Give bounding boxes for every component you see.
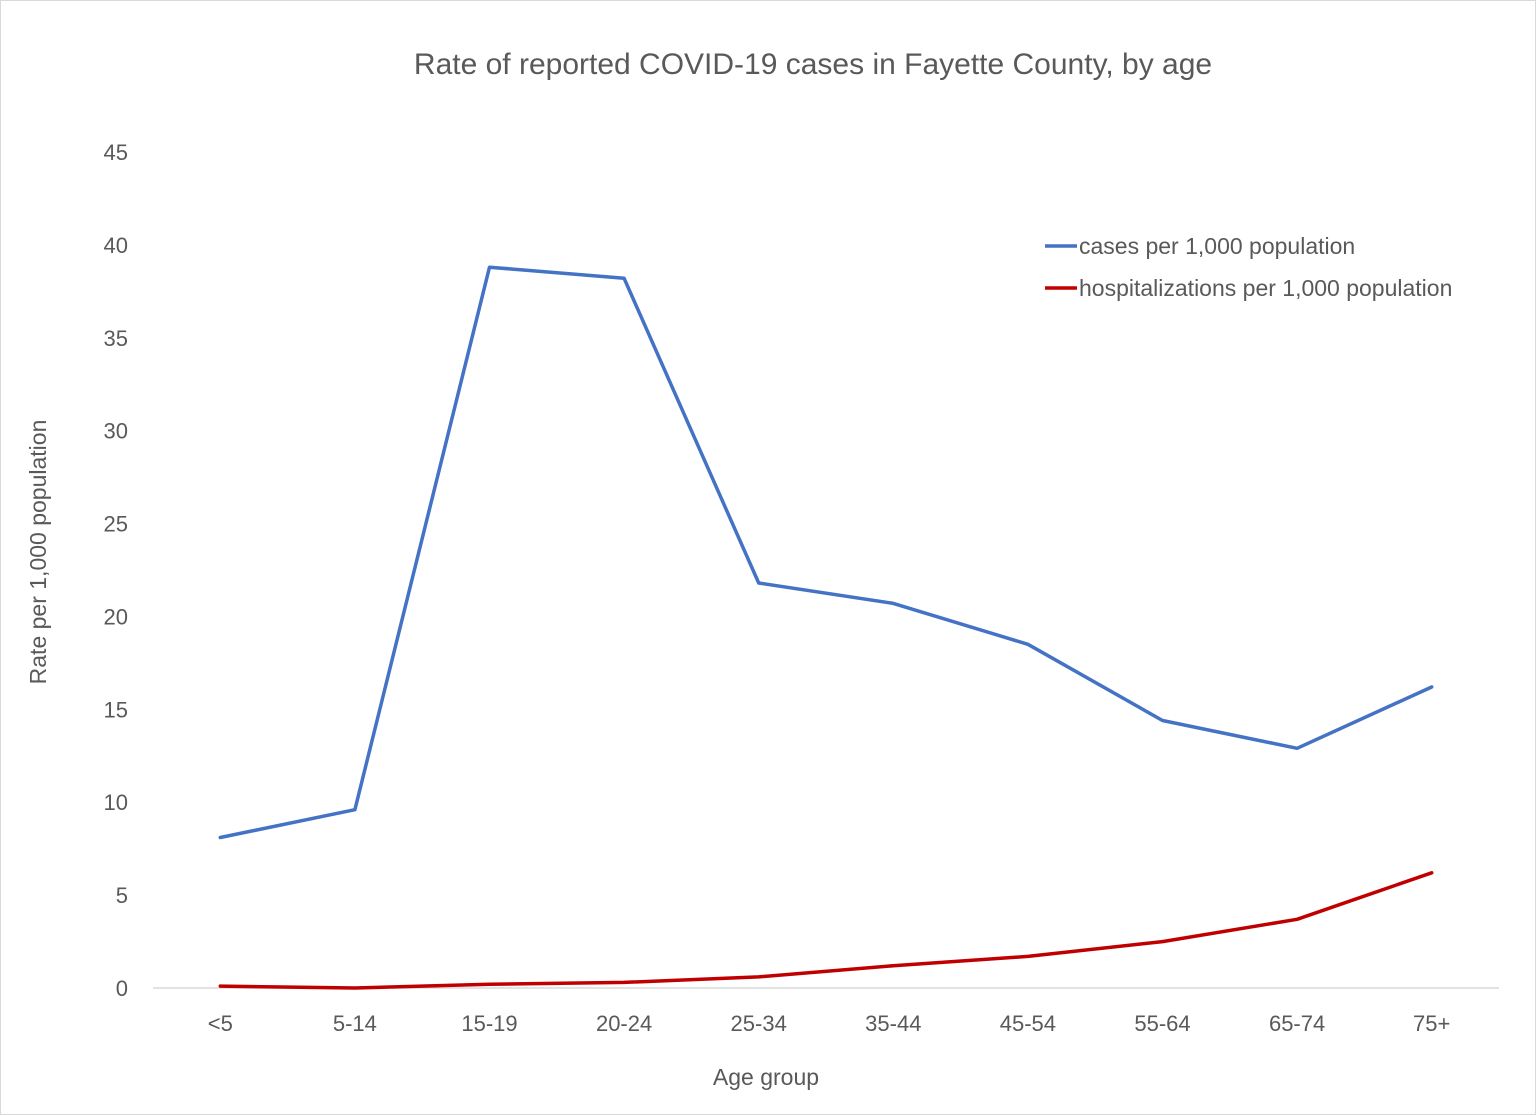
legend: cases per 1,000 population hospitalizati… bbox=[1045, 233, 1452, 301]
x-tick-label: 55-64 bbox=[1134, 1011, 1190, 1036]
x-tick-label: 25-34 bbox=[731, 1011, 787, 1036]
x-tick-label: 75+ bbox=[1413, 1011, 1450, 1036]
y-tick-label: 25 bbox=[104, 512, 128, 537]
chart-title: Rate of reported COVID-19 cases in Fayet… bbox=[414, 48, 1212, 81]
y-tick-label: 15 bbox=[104, 697, 128, 722]
y-tick-label: 0 bbox=[116, 976, 128, 1001]
x-tick-label: <5 bbox=[208, 1011, 233, 1036]
y-axis-title: Rate per 1,000 population bbox=[25, 420, 51, 685]
y-tick-label: 45 bbox=[104, 140, 128, 165]
y-tick-label: 35 bbox=[104, 326, 128, 351]
x-tick-label: 5-14 bbox=[333, 1011, 377, 1036]
x-tick-label: 65-74 bbox=[1269, 1011, 1325, 1036]
x-tick-label: 45-54 bbox=[1000, 1011, 1056, 1036]
x-tick-label: 20-24 bbox=[596, 1011, 652, 1036]
legend-label-cases: cases per 1,000 population bbox=[1079, 233, 1355, 259]
x-tick-label: 15-19 bbox=[461, 1011, 517, 1036]
x-tick-label: 35-44 bbox=[865, 1011, 921, 1036]
cases-series-line bbox=[218, 265, 1434, 840]
series-lines bbox=[218, 265, 1434, 990]
x-axis-ticks: <5 5-14 15-19 20-24 25-34 35-44 45-54 55-64 65-7… bbox=[208, 1011, 1451, 1036]
y-tick-label: 30 bbox=[104, 419, 128, 444]
hospitalizations-series-line bbox=[218, 871, 1434, 990]
y-tick-label: 20 bbox=[104, 604, 128, 629]
y-tick-label: 10 bbox=[104, 790, 128, 815]
x-axis-title: Age group bbox=[713, 1064, 819, 1090]
y-axis-ticks: 0 5 10 15 20 25 30 35 40 45 bbox=[104, 140, 128, 1001]
y-tick-label: 40 bbox=[104, 233, 128, 258]
legend-label-hospitalizations: hospitalizations per 1,000 population bbox=[1079, 275, 1452, 301]
y-tick-label: 5 bbox=[116, 883, 128, 908]
